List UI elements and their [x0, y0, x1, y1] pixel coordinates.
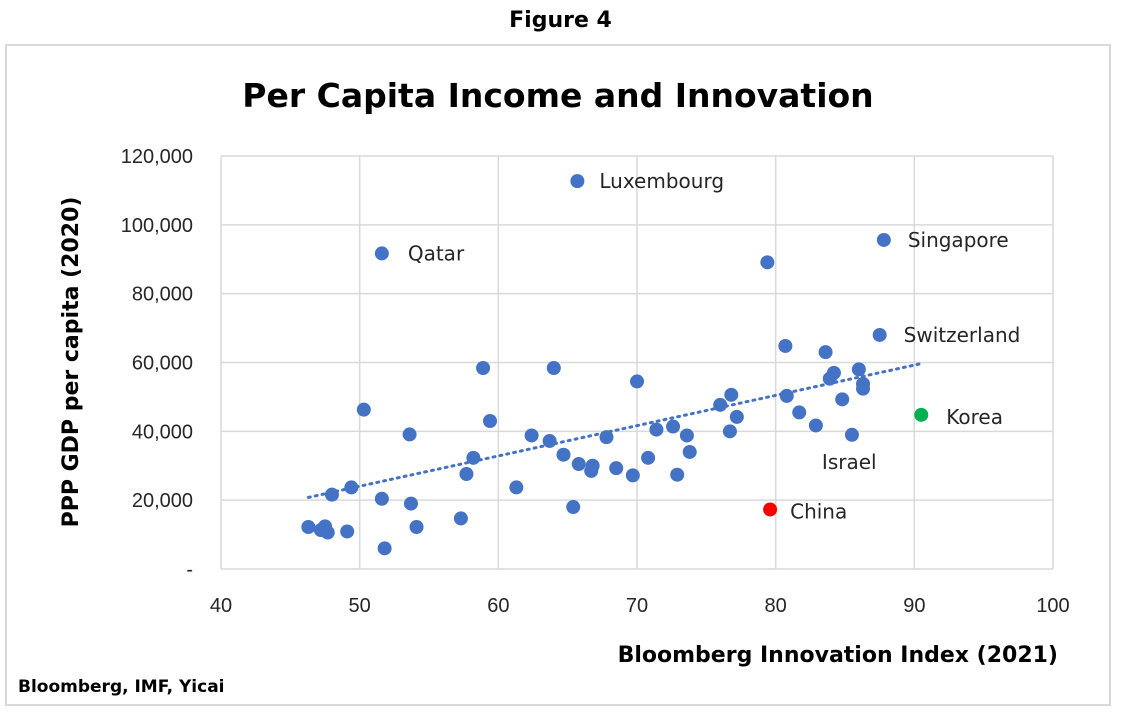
y-tick-label: -: [186, 559, 193, 581]
annotation-switzerland: Switzerland: [904, 323, 1021, 347]
y-tick-label: 100,000: [121, 215, 193, 237]
data-point: [566, 500, 581, 515]
data-point: [876, 232, 891, 247]
x-tick-label: 100: [1036, 595, 1069, 617]
data-point: [666, 419, 681, 434]
annotation-luxembourg: Luxembourg: [599, 169, 724, 193]
data-point: [760, 255, 775, 270]
data-point: [324, 487, 339, 502]
data-point: [779, 388, 794, 403]
highlight-point-korea: [914, 407, 929, 422]
data-point: [682, 444, 697, 459]
source-note: Bloomberg, IMF, Yicai: [18, 677, 225, 697]
data-point: [483, 414, 498, 429]
data-point: [556, 447, 571, 462]
x-tick-label: 60: [487, 595, 509, 617]
data-point: [792, 405, 807, 420]
chart-frame: [5, 44, 1111, 706]
data-point: [609, 461, 624, 476]
data-point: [641, 450, 656, 465]
y-tick-label: 80,000: [132, 284, 193, 306]
data-point: [571, 457, 586, 472]
x-axis-ticks: 40 50 60 70 80 90 100: [210, 595, 1070, 617]
y-axis-ticks: - 20,000 40,000 60,000 80,000 100,000 120,000: [121, 146, 193, 581]
data-point: [778, 338, 793, 353]
data-point: [546, 361, 561, 376]
trendline: [306, 362, 922, 499]
data-point: [466, 450, 481, 465]
data-point: [402, 427, 417, 442]
data-point: [320, 525, 335, 540]
data-point: [584, 463, 599, 478]
data-point: [459, 467, 474, 482]
data-point: [599, 430, 614, 445]
data-point: [822, 371, 837, 386]
highlighted-points: [763, 407, 929, 517]
chart-title: Per Capita Income and Innovation: [242, 76, 873, 115]
data-point: [301, 520, 316, 535]
data-points: [301, 174, 891, 556]
data-point: [524, 428, 539, 443]
highlight-point-china: [763, 502, 778, 517]
x-tick-label: 90: [903, 595, 925, 617]
data-point: [670, 467, 685, 482]
data-point: [713, 397, 728, 412]
data-point: [649, 422, 664, 437]
data-point: [409, 520, 424, 535]
annotation-israel: Israel: [822, 450, 877, 474]
data-point: [724, 387, 739, 402]
data-point: [844, 427, 859, 442]
data-point: [356, 402, 371, 417]
data-point: [542, 433, 557, 448]
annotation-korea: Korea: [946, 405, 1003, 429]
x-tick-label: 50: [349, 595, 371, 617]
y-tick-label: 40,000: [132, 421, 193, 443]
data-point: [344, 480, 359, 495]
data-point: [340, 524, 355, 539]
annotation-china: China: [790, 499, 847, 523]
data-point: [453, 511, 468, 526]
y-tick-label: 20,000: [132, 490, 193, 512]
data-point: [625, 468, 640, 483]
data-point: [818, 345, 833, 360]
x-tick-label: 70: [626, 595, 648, 617]
data-point: [377, 541, 392, 556]
data-point: [729, 409, 744, 424]
data-point: [374, 491, 389, 506]
data-point: [570, 174, 585, 189]
data-point: [679, 428, 694, 443]
point-annotations: Luxembourg Qatar Singapore Switzerland Korea…: [408, 169, 1020, 523]
annotation-qatar: Qatar: [408, 241, 465, 265]
data-point: [808, 418, 823, 433]
y-tick-label: 60,000: [132, 353, 193, 375]
data-point: [851, 362, 866, 377]
x-tick-label: 80: [765, 595, 787, 617]
x-axis-label: Bloomberg Innovation Index (2021): [618, 643, 1058, 668]
data-point: [509, 480, 524, 495]
annotation-singapore: Singapore: [908, 228, 1009, 252]
data-point: [722, 424, 737, 439]
data-point: [630, 374, 644, 389]
figure-label: Figure 4: [509, 8, 612, 33]
gridlines: [220, 155, 1054, 570]
y-tick-label: 120,000: [121, 146, 193, 168]
data-point: [856, 381, 871, 396]
data-point: [835, 392, 850, 407]
x-tick-label: 40: [210, 595, 232, 617]
data-point: [476, 361, 491, 376]
y-axis-label: PPP GDP per capita (2020): [59, 197, 84, 528]
data-point: [403, 496, 418, 511]
data-point: [374, 246, 389, 261]
data-point: [872, 327, 887, 342]
